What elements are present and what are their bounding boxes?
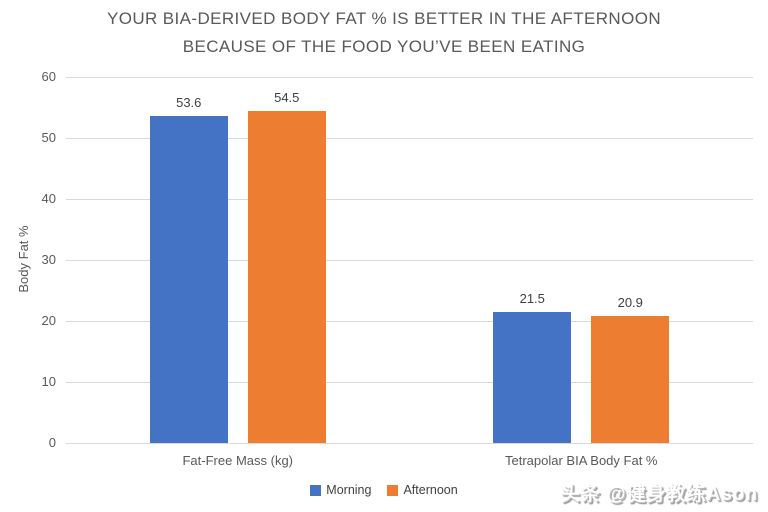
gridline-10 (66, 382, 753, 383)
bar-value-label: 54.5 (274, 89, 300, 105)
afternoon-bar-fat-free-mass-kg (247, 110, 326, 443)
y-tick-label-50: 50 (41, 130, 56, 145)
bar-value-label: 20.9 (617, 294, 643, 310)
gridline-20 (66, 321, 753, 322)
chart-title-line-1: YOUR BIA-DERIVED BODY FAT % IS BETTER IN… (106, 9, 662, 28)
watermark: 头条 @健身教练Ason (560, 484, 758, 505)
x-axis-category-label-fat-free-mass-kg: Fat-Free Mass (kg) (182, 453, 293, 468)
y-tick-label-30: 30 (41, 252, 56, 267)
gridline-40 (66, 199, 753, 200)
y-tick-label-20: 20 (41, 313, 56, 328)
y-tick-label-40: 40 (41, 191, 56, 206)
afternoon-bar-tetrapolar-bia-body-fat (591, 315, 670, 443)
y-tick-label-10: 10 (41, 374, 56, 389)
x-axis-category-label-tetrapolar-bia-body-fat: Tetrapolar BIA Body Fat % (505, 453, 658, 468)
chart-title-line-2: BECAUSE OF THE FOOD YOU’VE BEEN EATING (182, 37, 586, 56)
legend-item-morning: Morning (310, 483, 371, 497)
y-tick-label-60: 60 (41, 69, 56, 84)
gridline-30 (66, 260, 753, 261)
legend-marker-icon (310, 484, 322, 496)
bar-value-label: 53.6 (176, 95, 202, 111)
legend-item-afternoon: Afternoon (387, 483, 458, 497)
y-tick-label-0: 0 (48, 435, 56, 450)
plot-area: 0 10 20 30 40 50 60 53.6 54.5 21.5 20.9 (42, 69, 753, 450)
gridline-60 (66, 77, 753, 78)
bar-value-label: 21.5 (519, 290, 545, 306)
morning-bar-fat-free-mass-kg (149, 116, 228, 443)
morning-bar-tetrapolar-bia-body-fat (493, 311, 572, 443)
legend-label: Afternoon (403, 483, 458, 497)
legend: Morning Afternoon (0, 483, 768, 497)
gridline-50 (66, 138, 753, 139)
chart-title: YOUR BIA-DERIVED BODY FAT % IS BETTER IN… (0, 5, 768, 61)
legend-label: Morning (326, 483, 372, 497)
legend-marker-icon (387, 484, 399, 496)
gridline-0 (66, 443, 753, 444)
